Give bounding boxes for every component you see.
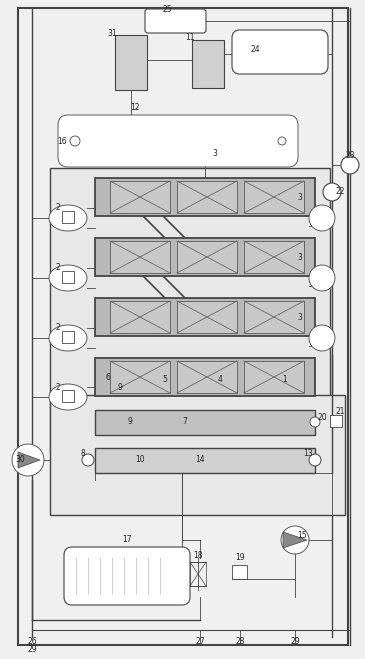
Polygon shape xyxy=(18,452,40,468)
FancyBboxPatch shape xyxy=(145,9,206,33)
Bar xyxy=(177,301,237,333)
Text: 24: 24 xyxy=(250,45,260,55)
Ellipse shape xyxy=(49,384,87,410)
Bar xyxy=(244,241,304,273)
Text: 22: 22 xyxy=(335,188,345,196)
Bar xyxy=(95,448,315,473)
Text: 8: 8 xyxy=(81,449,85,457)
Text: 3: 3 xyxy=(297,254,303,262)
Text: 5: 5 xyxy=(162,376,168,384)
Circle shape xyxy=(70,136,80,146)
Bar xyxy=(95,410,315,435)
Bar xyxy=(244,361,304,393)
Circle shape xyxy=(310,417,320,427)
Text: 20: 20 xyxy=(317,413,327,422)
Bar xyxy=(177,361,237,393)
Bar xyxy=(115,35,147,90)
Text: 7: 7 xyxy=(182,418,188,426)
Circle shape xyxy=(278,137,286,145)
Bar xyxy=(95,358,315,396)
Text: 9: 9 xyxy=(127,418,132,426)
Text: 25: 25 xyxy=(162,5,172,14)
Ellipse shape xyxy=(49,265,87,291)
Bar xyxy=(50,168,330,453)
Text: 30: 30 xyxy=(15,455,25,465)
Bar xyxy=(244,181,304,213)
Text: 31: 31 xyxy=(107,28,117,38)
Circle shape xyxy=(82,454,94,466)
Text: 2: 2 xyxy=(55,264,60,273)
Bar xyxy=(62,331,74,343)
Ellipse shape xyxy=(309,205,335,231)
Ellipse shape xyxy=(309,325,335,351)
Text: 23: 23 xyxy=(345,150,355,159)
Bar xyxy=(232,565,247,579)
Text: 11: 11 xyxy=(185,34,195,42)
Text: 18: 18 xyxy=(193,550,203,559)
Text: 29: 29 xyxy=(290,637,300,646)
Circle shape xyxy=(281,526,309,554)
Text: 27: 27 xyxy=(195,637,205,646)
Text: 2: 2 xyxy=(55,324,60,333)
Text: 14: 14 xyxy=(195,455,205,465)
FancyBboxPatch shape xyxy=(64,547,190,605)
Bar xyxy=(110,241,170,273)
Circle shape xyxy=(323,183,341,201)
Ellipse shape xyxy=(309,265,335,291)
Text: 3: 3 xyxy=(212,148,218,158)
Bar xyxy=(177,181,237,213)
Text: 16: 16 xyxy=(57,136,67,146)
Bar xyxy=(177,241,237,273)
Bar xyxy=(192,40,224,88)
Text: 17: 17 xyxy=(122,536,132,544)
Bar xyxy=(50,395,345,515)
FancyBboxPatch shape xyxy=(58,115,298,167)
Bar xyxy=(244,301,304,333)
Text: 2: 2 xyxy=(55,204,60,212)
Bar xyxy=(110,181,170,213)
Text: 26: 26 xyxy=(27,637,37,646)
Circle shape xyxy=(12,444,44,476)
Polygon shape xyxy=(283,532,307,548)
Text: 29: 29 xyxy=(27,646,37,654)
Text: 12: 12 xyxy=(130,103,140,113)
Ellipse shape xyxy=(49,325,87,351)
Circle shape xyxy=(309,454,321,466)
Text: 13: 13 xyxy=(303,449,313,457)
Bar xyxy=(95,298,315,336)
Ellipse shape xyxy=(49,205,87,231)
Text: 10: 10 xyxy=(135,455,145,465)
Bar xyxy=(95,178,315,216)
Circle shape xyxy=(341,156,359,174)
Bar xyxy=(110,301,170,333)
Text: 19: 19 xyxy=(235,554,245,563)
Text: 28: 28 xyxy=(235,637,245,646)
Text: 15: 15 xyxy=(297,530,307,540)
Text: 21: 21 xyxy=(335,407,345,416)
Text: 3: 3 xyxy=(297,194,303,202)
Bar xyxy=(95,238,315,276)
Text: 9: 9 xyxy=(118,384,122,393)
FancyBboxPatch shape xyxy=(232,30,328,74)
Text: 6: 6 xyxy=(105,372,111,382)
Text: 1: 1 xyxy=(283,376,287,384)
Bar xyxy=(62,211,74,223)
Text: 4: 4 xyxy=(218,376,222,384)
Bar xyxy=(62,271,74,283)
Text: 2: 2 xyxy=(55,382,60,391)
Bar xyxy=(330,415,342,427)
Text: 3: 3 xyxy=(297,314,303,322)
Bar xyxy=(62,390,74,402)
Bar xyxy=(110,361,170,393)
